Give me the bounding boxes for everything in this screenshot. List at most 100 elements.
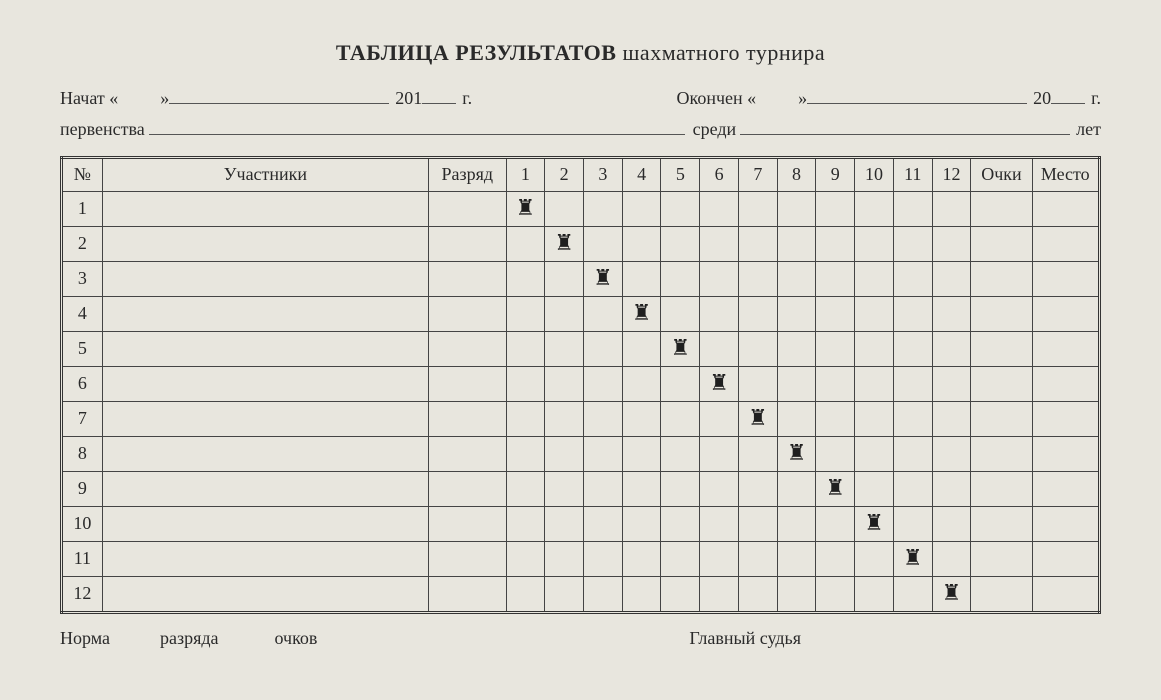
result-cell: [816, 226, 855, 261]
rook-icon: ♜: [554, 230, 574, 255]
col-round-11: 11: [893, 157, 932, 191]
result-cell: ♜: [738, 401, 777, 436]
col-rank: Разряд: [429, 157, 506, 191]
table-row: 10 ♜: [62, 506, 1100, 541]
result-cell: [777, 191, 816, 226]
result-cell: [932, 191, 971, 226]
result-cell: [777, 261, 816, 296]
result-cell: [777, 471, 816, 506]
start-year-blank: [422, 84, 456, 104]
place-cell: [1032, 436, 1099, 471]
result-cell: [661, 541, 700, 576]
result-cell: [855, 191, 894, 226]
result-cell: [893, 366, 932, 401]
col-round-12: 12: [932, 157, 971, 191]
result-cell: [855, 226, 894, 261]
result-cell: [545, 296, 584, 331]
result-cell: [506, 401, 545, 436]
result-cell: [932, 331, 971, 366]
result-cell: ♜: [893, 541, 932, 576]
col-place: Место: [1032, 157, 1099, 191]
result-cell: [700, 506, 739, 541]
result-cell: [622, 366, 661, 401]
start-year-suffix: г.: [462, 88, 472, 109]
col-round-3: 3: [584, 157, 623, 191]
rank-cell: [429, 506, 506, 541]
result-cell: ♜: [545, 226, 584, 261]
result-cell: ♜: [932, 576, 971, 612]
norm-label: Норма: [60, 628, 110, 649]
result-cell: [545, 191, 584, 226]
result-cell: [700, 401, 739, 436]
participant-cell: [102, 576, 428, 612]
rook-icon: ♜: [593, 265, 613, 290]
result-cell: [777, 366, 816, 401]
result-cell: [584, 191, 623, 226]
points-cell: [971, 226, 1032, 261]
points-cell: [971, 471, 1032, 506]
result-cell: [545, 261, 584, 296]
result-cell: [506, 261, 545, 296]
result-cell: [777, 296, 816, 331]
result-cell: [738, 541, 777, 576]
result-cell: [545, 541, 584, 576]
place-cell: [1032, 331, 1099, 366]
start-quote-close: »: [160, 88, 169, 109]
points-cell: [971, 331, 1032, 366]
col-round-8: 8: [777, 157, 816, 191]
result-cell: [816, 506, 855, 541]
result-cell: [584, 436, 623, 471]
result-cell: [506, 331, 545, 366]
result-cell: [661, 436, 700, 471]
meta-start-end-row: Начат « » 201 г. Окончен « » 20 г.: [60, 84, 1101, 109]
result-cell: [506, 296, 545, 331]
rank-cell: [429, 541, 506, 576]
rook-icon: ♜: [748, 405, 768, 430]
result-cell: [661, 576, 700, 612]
col-round-5: 5: [661, 157, 700, 191]
championship-blank: [149, 115, 685, 135]
result-cell: [777, 506, 816, 541]
result-cell: [545, 436, 584, 471]
row-number: 8: [62, 436, 103, 471]
result-cell: [661, 471, 700, 506]
row-number: 4: [62, 296, 103, 331]
result-cell: ♜: [622, 296, 661, 331]
points-cell: [971, 191, 1032, 226]
points-cell: [971, 541, 1032, 576]
result-cell: ♜: [661, 331, 700, 366]
result-cell: [893, 401, 932, 436]
result-cell: [584, 506, 623, 541]
place-cell: [1032, 296, 1099, 331]
points-cell: [971, 576, 1032, 612]
result-cell: [932, 296, 971, 331]
result-cell: [700, 261, 739, 296]
result-cell: [816, 261, 855, 296]
row-number: 2: [62, 226, 103, 261]
result-cell: [584, 401, 623, 436]
among-label: среди: [693, 119, 737, 140]
result-cell: [584, 366, 623, 401]
rook-icon: ♜: [709, 370, 729, 395]
rook-icon: ♜: [864, 510, 884, 535]
result-cell: [738, 331, 777, 366]
col-round-6: 6: [700, 157, 739, 191]
result-cell: [777, 226, 816, 261]
result-cell: ♜: [506, 191, 545, 226]
result-cell: [738, 226, 777, 261]
result-cell: [893, 296, 932, 331]
points-cell: [971, 366, 1032, 401]
result-cell: [738, 191, 777, 226]
result-cell: [932, 506, 971, 541]
participant-cell: [102, 401, 428, 436]
result-cell: [622, 261, 661, 296]
rank-cell: [429, 436, 506, 471]
rook-icon: ♜: [825, 475, 845, 500]
row-number: 10: [62, 506, 103, 541]
results-crosstable: № Участники Разряд 1 2 3 4 5 6 7 8 9 10 …: [60, 156, 1101, 614]
result-cell: [506, 541, 545, 576]
rook-icon: ♜: [942, 580, 962, 605]
meta-championship-row: первенства среди лет: [60, 115, 1101, 140]
rank-cell: [429, 366, 506, 401]
result-cell: [700, 436, 739, 471]
